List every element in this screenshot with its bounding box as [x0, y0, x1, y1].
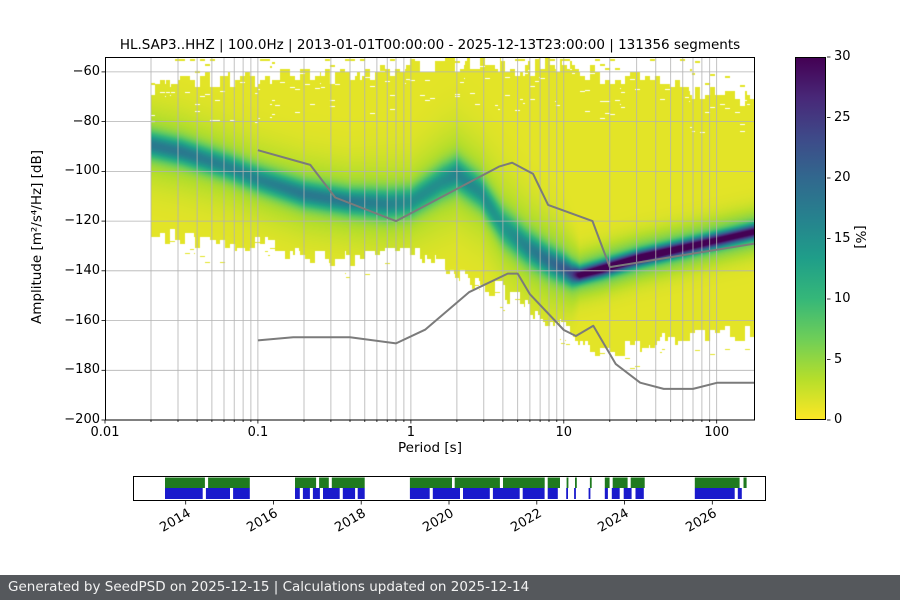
y-tick-label: −140 [64, 262, 100, 278]
colorbar-tick-label: 5 [834, 351, 843, 367]
y-tick-label: −120 [64, 213, 100, 229]
timeline-year-label: 2014 [157, 506, 194, 536]
x-tick-label: 100 [704, 425, 730, 440]
timeline-year-label: 2016 [244, 506, 281, 536]
x-tick-label: 10 [555, 425, 573, 440]
y-tick-label: −160 [64, 312, 100, 328]
colorbar-label: [%] [852, 225, 868, 249]
y-tick-label: −80 [72, 113, 100, 129]
colorbar-tick-label: 20 [834, 170, 851, 185]
x-axis-label: Period [s] [398, 440, 462, 456]
footer-text: Generated by SeedPSD on 2025-12-15 | Cal… [8, 579, 530, 595]
y-tick-label: −60 [72, 63, 100, 79]
colorbar-tick-label: 0 [834, 412, 843, 427]
colorbar-tick-label: 10 [834, 291, 851, 306]
colorbar-tick-label: 25 [834, 109, 851, 125]
timeline-year-label: 2020 [420, 506, 457, 536]
y-tick-label: −180 [64, 362, 100, 378]
timeline-year-label: 2026 [683, 506, 720, 536]
footer-bar: Generated by SeedPSD on 2025-12-15 | Cal… [0, 575, 900, 600]
timeline-year-label: 2022 [508, 506, 545, 536]
plot-title: HL.SAP3..HHZ | 100.0Hz | 2013-01-01T00:0… [119, 37, 741, 53]
ppsd-heatmap [105, 57, 755, 420]
x-tick-label: 0.01 [90, 425, 120, 440]
timeline-year-label: 2018 [332, 506, 369, 536]
y-axis-label: Amplitude [m²/s⁴/Hz] [dB] [29, 150, 45, 325]
colorbar-tick-label: 30 [834, 49, 851, 64]
x-tick-label: 0.1 [247, 425, 269, 440]
y-tick-label: −100 [64, 163, 100, 179]
x-tick-label: 1 [406, 425, 415, 440]
colorbar [795, 57, 826, 420]
colorbar-tick-label: 15 [834, 230, 851, 246]
timeline-year-label: 2024 [595, 506, 633, 536]
y-tick-label: −200 [64, 412, 100, 427]
